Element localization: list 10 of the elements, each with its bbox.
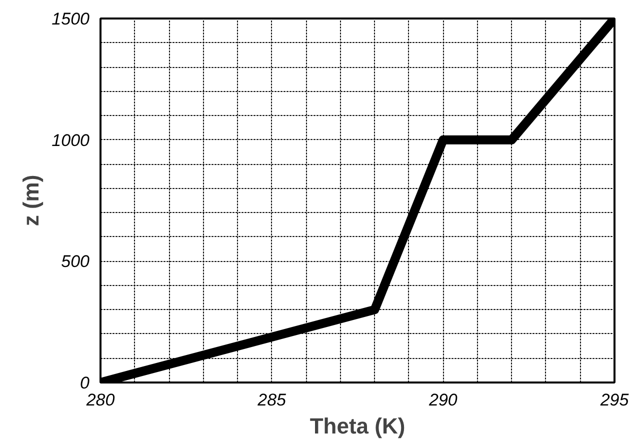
y-tick-label: 0: [80, 374, 90, 392]
x-axis-title: Theta (K): [310, 414, 406, 438]
x-tick-label: 280: [85, 390, 116, 410]
y-tick-label: 500: [61, 252, 90, 272]
x-tick-label: 285: [256, 390, 287, 410]
y-axis-title: z (m): [18, 174, 44, 226]
y-tick-label: 1000: [52, 130, 90, 150]
x-tick-label: 295: [599, 390, 630, 410]
y-tick-label: 1500: [52, 10, 90, 28]
x-tick-label: 290: [428, 390, 458, 410]
